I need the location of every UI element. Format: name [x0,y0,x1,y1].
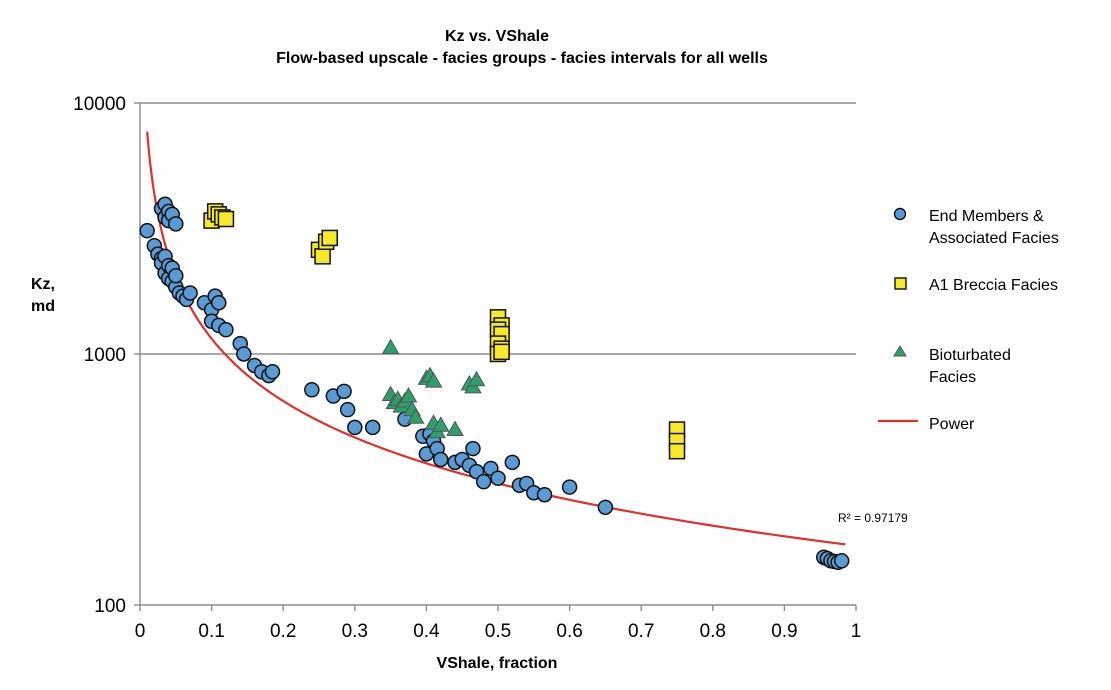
x-tick-label-8: 0.8 [700,621,726,642]
y-axis-title-line-1: Kz, [31,276,55,293]
triangle-point-18 [467,370,486,387]
y-axis-title-line-2: md [31,298,55,315]
power-trendline [146,131,846,546]
circle-point-19 [182,285,198,301]
circle-point-37 [304,382,320,398]
circle-point-58 [504,454,521,471]
x-tick-label-4: 0.4 [413,621,440,642]
legend-label-end-members-line-2: Associated Facies [929,230,1059,247]
x-tick-label-0: 0 [135,621,146,642]
circle-point-53 [465,440,481,457]
legend-label-bioturbated-line-2: Facies [929,369,976,386]
y-tick-label-0: 100 [94,596,126,617]
circle-point-39 [336,383,352,400]
triangle-point-0 [381,338,400,355]
axes [134,102,857,611]
square-point-6 [314,248,331,265]
x-tick-label-9: 0.9 [771,621,797,642]
r-squared-label: R² = 0.97179 [838,511,908,525]
x-tick-label-6: 0.6 [556,621,582,642]
circle-point-27 [211,295,227,311]
circle-point-32 [236,346,252,362]
circle-point-63 [561,479,578,495]
legend-label-power-line-1: Power [929,416,975,433]
square-point-8 [321,229,338,247]
circle-point-57 [490,470,506,486]
legend-label-breccia: A1 Breccia Facies [929,277,1058,294]
legend-label-end-members: End Members & Associated Facies [929,208,1059,247]
x-tick-label-3: 0.3 [342,621,368,642]
tick-labels: 0 0.1 0.2 0.3 0.4 0.5 0.6 0.7 0.8 0.9 1 100 1000 1000… [73,94,861,642]
y-axis-title: Kz, md [31,276,59,315]
legend-label-bioturbated: Bioturbated Facies [929,347,1015,386]
legend-label-bioturbated-line-1: Bioturbated [929,347,1011,364]
triangle-point-8 [406,408,425,424]
legend-marker-end-members [893,207,907,221]
series-circle [139,196,850,571]
circle-point-70 [833,553,850,569]
y-tick-label-2: 10000 [73,94,126,115]
square-point-4 [217,210,235,228]
circle-point-62 [536,486,553,503]
circle-point-23 [168,267,184,284]
circle-point-30 [218,321,234,338]
x-tick-label-2: 0.2 [270,621,296,642]
circle-point-10 [168,216,184,232]
legend: End Members & Associated Facies A1 Brecc… [878,207,1059,433]
x-tick-label-10: 1 [851,621,862,642]
x-tick-label-5: 0.5 [485,621,511,642]
legend-label-breccia-line-1: A1 Breccia Facies [929,277,1058,294]
legend-label-end-members-line-1: End Members & [929,208,1044,225]
x-tick-label-1: 0.1 [198,621,224,642]
triangle-point-15 [446,420,464,437]
circle-point-42 [364,419,381,436]
legend-label-power: Power [929,416,975,433]
circle-point-41 [347,419,363,436]
circle-point-49 [432,451,449,468]
circle-point-64 [597,499,614,516]
data-points [139,196,850,571]
x-tick-label-7: 0.7 [628,621,654,642]
circle-point-55 [475,473,492,490]
x-axis-title: VShale, fraction [437,655,558,672]
chart-title: Kz vs. VShale [445,28,549,45]
circle-point-0 [139,222,155,239]
square-point-16 [493,343,510,361]
chart-subtitle: Flow-based upscale - facies groups - fac… [276,50,768,67]
circle-point-36 [264,363,281,380]
series-triangle [381,338,486,439]
power-trendline-path [146,131,846,546]
circle-point-40 [339,401,356,418]
triangle-point-14 [431,416,450,432]
triangle-point-6 [399,387,418,403]
square-point-19 [668,442,686,460]
legend-marker-breccia [894,277,907,290]
triangle-point-12 [424,372,443,388]
y-tick-label-1: 1000 [84,345,126,366]
legend-marker-bioturbated [893,345,907,357]
series-square [203,203,686,460]
